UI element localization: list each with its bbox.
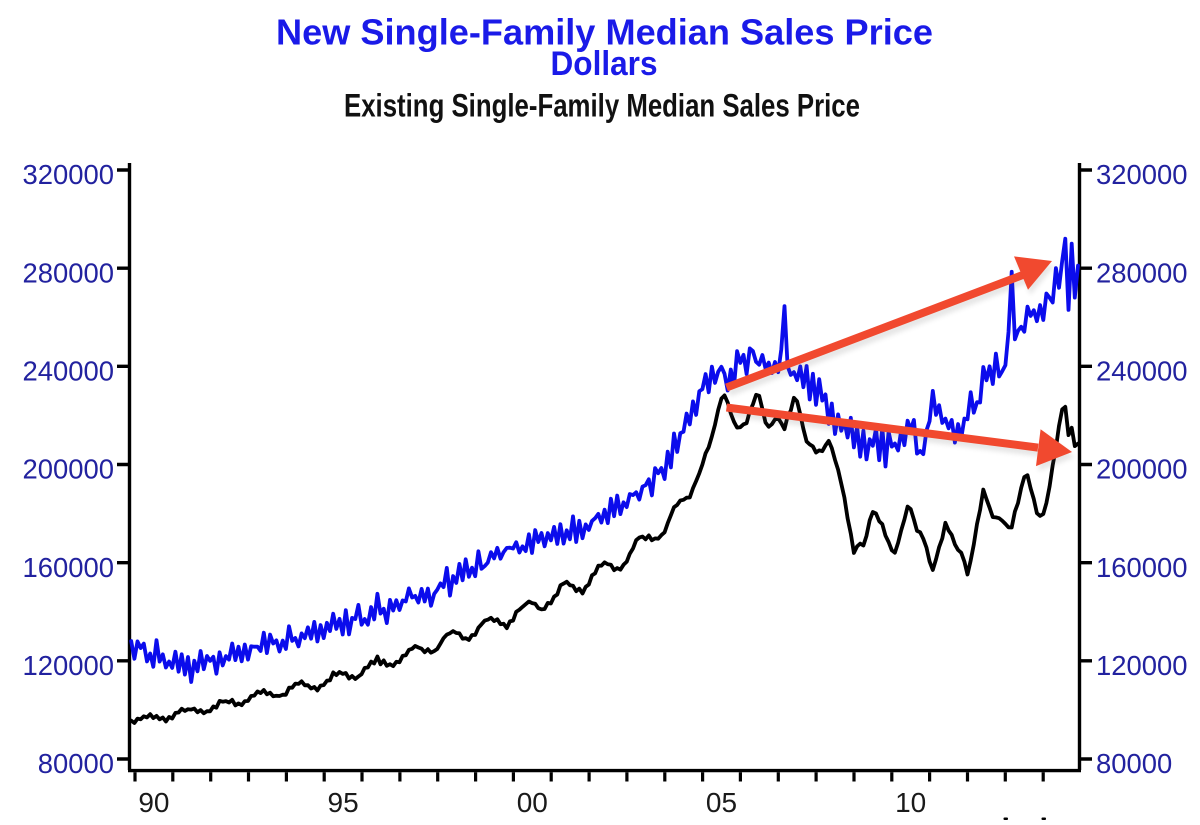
svg-text:Existing Single-Family Median: Existing Single-Family Median Sales Pric… [344,88,860,124]
svg-text:160000: 160000 [1096,552,1188,583]
svg-text:120000: 120000 [1096,650,1188,681]
svg-text:80000: 80000 [1096,748,1172,779]
svg-text:10: 10 [895,787,926,818]
svg-text:200000: 200000 [23,454,115,485]
svg-text:05: 05 [706,787,737,818]
svg-text:95: 95 [328,787,359,818]
svg-text:240000: 240000 [1096,356,1188,387]
svg-text:90: 90 [138,787,169,818]
svg-text:240000: 240000 [23,356,115,387]
svg-text:80000: 80000 [38,748,114,779]
svg-text:200000: 200000 [1096,454,1188,485]
svg-text:120000: 120000 [23,650,115,681]
svg-text:280000: 280000 [1096,257,1188,288]
svg-text:320000: 320000 [1096,159,1188,190]
svg-text:00: 00 [517,787,548,818]
svg-text:New Single-Family Median Sales: New Single-Family Median Sales Price [276,12,933,53]
svg-text:280000: 280000 [23,257,115,288]
svg-text:Dollars: Dollars [551,45,658,83]
svg-text:320000: 320000 [23,159,115,190]
svg-text:160000: 160000 [23,552,115,583]
